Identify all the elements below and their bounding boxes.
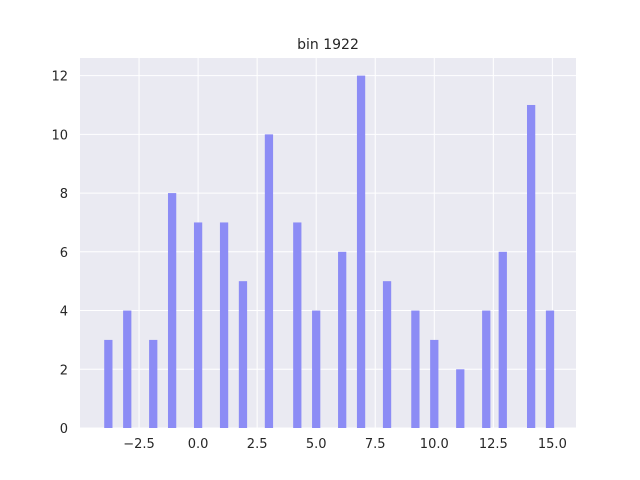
y-tick-label: 8 [60,187,68,202]
y-tick-label: 4 [60,305,68,320]
x-tick-label: 15.0 [538,437,567,452]
x-tick-label: 10.0 [420,437,449,452]
bar-17 [498,251,507,428]
bar-2 [149,339,158,428]
bar-4 [193,222,203,428]
bar-12 [382,281,392,428]
bar-14 [430,339,439,428]
y-tick-label: 12 [51,70,68,85]
bar-5 [219,222,229,428]
bar-18 [526,104,536,428]
y-tick-label: 2 [60,363,68,378]
bar-15 [456,369,465,428]
bar-8 [293,222,302,428]
bar-9 [312,310,321,428]
bar-16 [482,310,491,428]
x-tick-label: 5.0 [306,437,327,452]
grid-lines [80,58,576,429]
bar-19 [545,310,555,428]
bar-7 [264,134,274,428]
x-tick-label: 12.5 [479,437,508,452]
bar-3 [167,193,177,428]
x-tick-label: 7.5 [365,437,386,452]
x-tick-label: 0.0 [188,437,209,452]
bar-13 [411,310,420,428]
bar-0 [104,339,113,428]
x-axis-ticks: −2.5 0.0 2.5 5.0 7.5 10.0 12.5 15.0 [123,437,567,452]
bar-6 [238,281,248,428]
chart-title: bin 1922 [297,37,359,53]
bar-1 [123,310,132,428]
bar-11 [356,75,366,428]
y-tick-label: 10 [51,128,68,143]
bar-10 [338,251,347,428]
x-tick-label: −2.5 [123,437,155,452]
y-tick-label: 0 [60,422,68,437]
bars-group [104,75,555,428]
y-axis-ticks: 0 2 4 6 8 10 12 [51,70,68,437]
y-tick-label: 6 [60,246,68,261]
x-tick-label: 2.5 [247,437,268,452]
